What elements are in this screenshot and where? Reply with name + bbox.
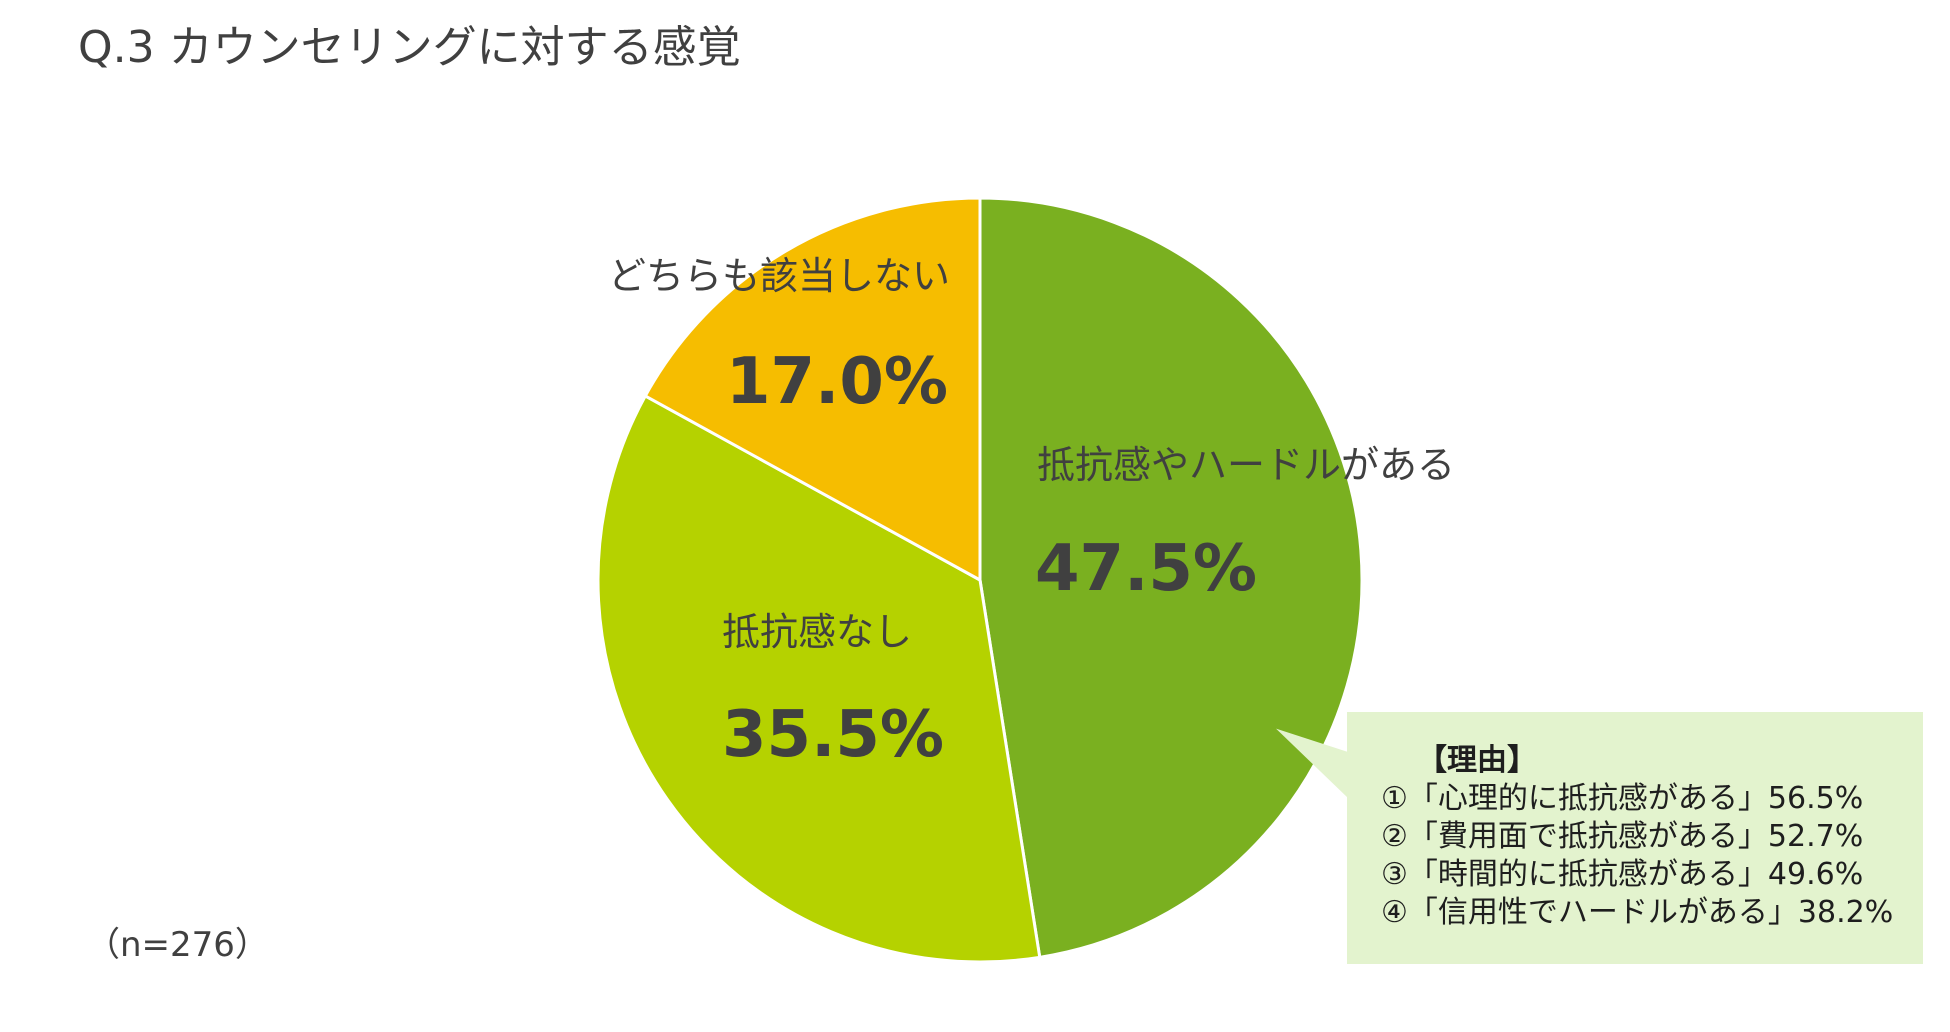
sample-size-note: （n=276） <box>86 925 269 965</box>
slice-value-no-resistance: 35.5% <box>722 698 944 772</box>
callout-item: ④「信用性でハードルがある」38.2% <box>1381 895 1894 930</box>
pie-slice-hurdle <box>978 196 1364 959</box>
pie-slice-no-resistance <box>596 394 1042 964</box>
slice-value-neither: 17.0% <box>726 345 948 419</box>
slice-label-no-resistance: 抵抗感なし <box>722 610 912 654</box>
slice-value-hurdle: 47.5% <box>1035 532 1257 606</box>
slice-label-neither: どちらも該当しない <box>608 254 950 298</box>
pie-slices <box>596 196 1364 964</box>
pie-slice-neither <box>643 196 982 582</box>
reasons-callout: 【理由】 ①「心理的に抵抗感がある」56.5% ②「費用面で抵抗感がある」52.… <box>1347 712 1923 964</box>
callout-item: ③「時間的に抵抗感がある」49.6% <box>1381 857 1864 892</box>
chart-title: Q.3 カウンセリングに対する感覚 <box>78 22 741 73</box>
callout-item: ②「費用面で抵抗感がある」52.7% <box>1381 819 1864 854</box>
callout-item: ①「心理的に抵抗感がある」56.5% <box>1381 781 1864 816</box>
callout-heading: 【理由】 <box>1417 743 1537 778</box>
slice-label-hurdle: 抵抗感やハードルがある <box>1037 443 1455 487</box>
